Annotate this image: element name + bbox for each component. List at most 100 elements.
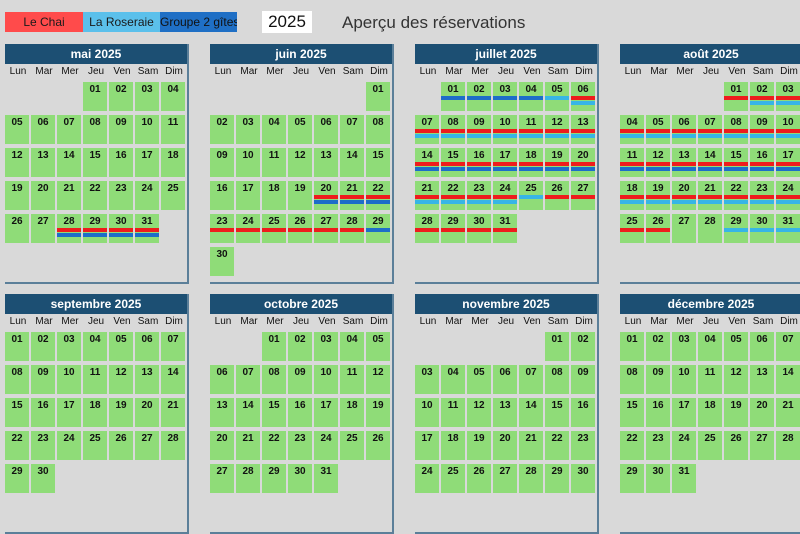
day-cell[interactable]: 03	[776, 82, 800, 111]
day-cell[interactable]: 13	[314, 148, 338, 177]
day-cell[interactable]: 02	[288, 332, 312, 361]
day-cell[interactable]: 18	[441, 431, 465, 460]
day-cell[interactable]: 26	[467, 464, 491, 493]
day-cell[interactable]: 29	[724, 214, 748, 243]
day-cell[interactable]: 04	[262, 115, 286, 144]
day-cell[interactable]: 19	[646, 181, 670, 210]
day-cell[interactable]: 24	[776, 181, 800, 210]
day-cell[interactable]: 06	[493, 365, 517, 394]
day-cell[interactable]: 31	[493, 214, 517, 243]
day-cell[interactable]: 03	[314, 332, 338, 361]
day-cell[interactable]: 22	[5, 431, 29, 460]
day-cell[interactable]: 20	[750, 398, 774, 427]
day-cell[interactable]: 23	[571, 431, 595, 460]
day-cell[interactable]: 15	[441, 148, 465, 177]
day-cell[interactable]: 20	[493, 431, 517, 460]
day-cell[interactable]: 03	[672, 332, 696, 361]
day-cell[interactable]: 26	[5, 214, 29, 243]
day-cell[interactable]: 10	[135, 115, 159, 144]
day-cell[interactable]: 07	[415, 115, 439, 144]
day-cell[interactable]: 02	[210, 115, 234, 144]
day-cell[interactable]: 21	[236, 431, 260, 460]
day-cell[interactable]: 02	[646, 332, 670, 361]
day-cell[interactable]: 24	[672, 431, 696, 460]
day-cell[interactable]: 13	[750, 365, 774, 394]
day-cell[interactable]: 01	[262, 332, 286, 361]
day-cell[interactable]: 08	[262, 365, 286, 394]
day-cell[interactable]: 21	[519, 431, 543, 460]
day-cell[interactable]: 12	[724, 365, 748, 394]
day-cell[interactable]: 25	[698, 431, 722, 460]
day-cell[interactable]: 13	[571, 115, 595, 144]
day-cell[interactable]: 06	[210, 365, 234, 394]
day-cell[interactable]: 15	[262, 398, 286, 427]
day-cell[interactable]: 19	[467, 431, 491, 460]
day-cell[interactable]: 26	[545, 181, 569, 210]
day-cell[interactable]: 12	[288, 148, 312, 177]
day-cell[interactable]: 04	[620, 115, 644, 144]
day-cell[interactable]: 26	[109, 431, 133, 460]
day-cell[interactable]: 23	[109, 181, 133, 210]
day-cell[interactable]: 19	[366, 398, 390, 427]
day-cell[interactable]: 31	[135, 214, 159, 243]
day-cell[interactable]: 26	[366, 431, 390, 460]
day-cell[interactable]: 05	[288, 115, 312, 144]
day-cell[interactable]: 13	[672, 148, 696, 177]
day-cell[interactable]: 09	[31, 365, 55, 394]
day-cell[interactable]: 28	[161, 431, 185, 460]
day-cell[interactable]: 10	[57, 365, 81, 394]
day-cell[interactable]: 15	[366, 148, 390, 177]
day-cell[interactable]: 01	[5, 332, 29, 361]
day-cell[interactable]: 20	[210, 431, 234, 460]
day-cell[interactable]: 27	[493, 464, 517, 493]
day-cell[interactable]: 22	[83, 181, 107, 210]
day-cell[interactable]: 01	[366, 82, 390, 111]
day-cell[interactable]: 08	[441, 115, 465, 144]
day-cell[interactable]: 27	[750, 431, 774, 460]
day-cell[interactable]: 21	[776, 398, 800, 427]
day-cell[interactable]: 11	[620, 148, 644, 177]
day-cell[interactable]: 28	[236, 464, 260, 493]
day-cell[interactable]: 24	[57, 431, 81, 460]
day-cell[interactable]: 14	[519, 398, 543, 427]
day-cell[interactable]: 12	[545, 115, 569, 144]
day-cell[interactable]: 23	[467, 181, 491, 210]
day-cell[interactable]: 01	[724, 82, 748, 111]
day-cell[interactable]: 28	[57, 214, 81, 243]
day-cell[interactable]: 13	[31, 148, 55, 177]
day-cell[interactable]: 30	[31, 464, 55, 493]
day-cell[interactable]: 05	[724, 332, 748, 361]
day-cell[interactable]: 27	[135, 431, 159, 460]
day-cell[interactable]: 29	[545, 464, 569, 493]
day-cell[interactable]: 06	[571, 82, 595, 111]
day-cell[interactable]: 18	[161, 148, 185, 177]
day-cell[interactable]: 01	[545, 332, 569, 361]
day-cell[interactable]: 25	[620, 214, 644, 243]
day-cell[interactable]: 28	[340, 214, 364, 243]
day-cell[interactable]: 30	[109, 214, 133, 243]
day-cell[interactable]: 23	[646, 431, 670, 460]
day-cell[interactable]: 11	[698, 365, 722, 394]
day-cell[interactable]: 03	[493, 82, 517, 111]
day-cell[interactable]: 27	[571, 181, 595, 210]
day-cell[interactable]: 17	[314, 398, 338, 427]
day-cell[interactable]: 15	[5, 398, 29, 427]
day-cell[interactable]: 22	[620, 431, 644, 460]
day-cell[interactable]: 23	[288, 431, 312, 460]
day-cell[interactable]: 10	[672, 365, 696, 394]
day-cell[interactable]: 25	[161, 181, 185, 210]
day-cell[interactable]: 16	[750, 148, 774, 177]
day-cell[interactable]: 22	[366, 181, 390, 210]
day-cell[interactable]: 16	[31, 398, 55, 427]
day-cell[interactable]: 25	[262, 214, 286, 243]
day-cell[interactable]: 27	[314, 214, 338, 243]
day-cell[interactable]: 25	[83, 431, 107, 460]
day-cell[interactable]: 14	[236, 398, 260, 427]
day-cell[interactable]: 08	[5, 365, 29, 394]
day-cell[interactable]: 18	[83, 398, 107, 427]
day-cell[interactable]: 09	[288, 365, 312, 394]
day-cell[interactable]: 01	[620, 332, 644, 361]
day-cell[interactable]: 03	[415, 365, 439, 394]
day-cell[interactable]: 16	[210, 181, 234, 210]
day-cell[interactable]: 14	[776, 365, 800, 394]
